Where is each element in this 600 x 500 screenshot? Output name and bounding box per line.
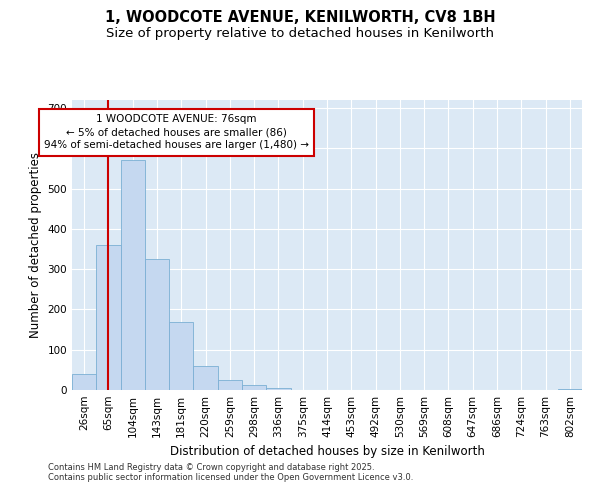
Bar <box>266 388 290 390</box>
Bar <box>72 374 96 390</box>
Bar <box>193 366 218 390</box>
Text: Contains HM Land Registry data © Crown copyright and database right 2025.
Contai: Contains HM Land Registry data © Crown c… <box>48 462 413 482</box>
Text: Size of property relative to detached houses in Kenilworth: Size of property relative to detached ho… <box>106 28 494 40</box>
Y-axis label: Number of detached properties: Number of detached properties <box>29 152 42 338</box>
Text: 1 WOODCOTE AVENUE: 76sqm
← 5% of detached houses are smaller (86)
94% of semi-de: 1 WOODCOTE AVENUE: 76sqm ← 5% of detache… <box>44 114 309 150</box>
Bar <box>218 380 242 390</box>
Bar <box>242 385 266 390</box>
Bar <box>96 245 121 390</box>
Text: 1, WOODCOTE AVENUE, KENILWORTH, CV8 1BH: 1, WOODCOTE AVENUE, KENILWORTH, CV8 1BH <box>104 10 496 25</box>
X-axis label: Distribution of detached houses by size in Kenilworth: Distribution of detached houses by size … <box>170 446 484 458</box>
Bar <box>145 259 169 390</box>
Bar <box>169 322 193 390</box>
Bar <box>558 389 582 390</box>
Bar <box>121 160 145 390</box>
